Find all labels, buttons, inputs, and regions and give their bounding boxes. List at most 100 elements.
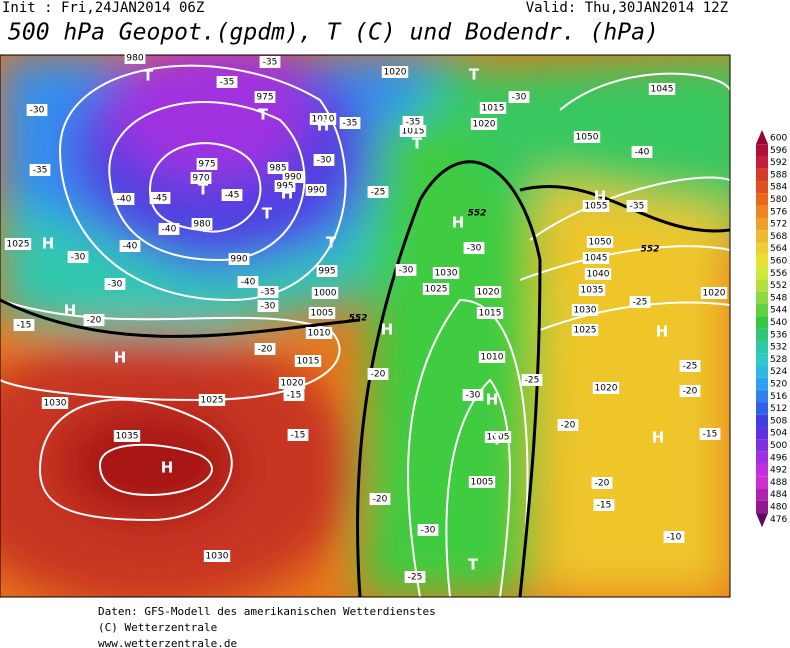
legend-label: 520 (770, 380, 787, 390)
temperature-label: -30 (399, 266, 414, 276)
pressure-label: 975 (256, 93, 273, 103)
temperature-label: -30 (317, 156, 332, 166)
temperature-label: -15 (597, 501, 612, 511)
label-box (417, 524, 439, 536)
legend-swatch (756, 500, 768, 514)
label-box (216, 76, 238, 88)
label-box (381, 66, 409, 78)
label-box (478, 351, 506, 363)
pressure-label: 1020 (281, 379, 304, 389)
label-box (29, 164, 51, 176)
legend-swatch (756, 328, 768, 341)
legend-label: 504 (770, 429, 787, 439)
temperature-label: -30 (512, 93, 527, 103)
label-box (369, 493, 391, 505)
footer-line: (C) Wetterzentrale (98, 621, 217, 634)
pressure-label: 1025 (201, 396, 224, 406)
label-box (26, 104, 48, 116)
temperature-label: -40 (162, 225, 177, 235)
pressure-label: 1025 (574, 326, 597, 336)
label-box (254, 343, 276, 355)
temperature-label: -35 (263, 58, 278, 68)
high-marker: H (656, 323, 669, 341)
temperature-label: -30 (30, 106, 45, 116)
legend-label: 556 (770, 269, 787, 279)
legend-swatch (756, 193, 768, 206)
legend-swatch (756, 427, 768, 440)
legend-swatch (756, 439, 768, 452)
low-marker: T (412, 135, 423, 153)
label-box (679, 385, 701, 397)
temperature-label: -35 (630, 202, 645, 212)
legend-swatch (756, 414, 768, 428)
legend-label: 536 (770, 330, 787, 340)
high-marker: H (161, 459, 174, 477)
high-marker: H (64, 302, 77, 320)
label-box (700, 287, 728, 299)
pressure-label: 1000 (314, 289, 337, 299)
legend-label: 476 (770, 515, 787, 525)
temperature-label: -20 (373, 495, 388, 505)
temperature-label: -15 (287, 391, 302, 401)
legend-swatch (756, 181, 768, 194)
legend-swatch (756, 316, 768, 329)
label-box (257, 286, 279, 298)
legend-swatch (756, 156, 768, 169)
temperature-label: -25 (683, 362, 698, 372)
label-box (274, 180, 296, 192)
pressure-label: 1015 (482, 104, 505, 114)
label-box (557, 419, 579, 431)
high-marker: H (652, 429, 665, 447)
label-box (470, 118, 498, 130)
legend-label: 492 (770, 466, 787, 476)
high-marker: H (114, 349, 127, 367)
legend-swatch (756, 377, 768, 391)
contour-label: 552 (641, 245, 660, 255)
high-marker: H (381, 321, 394, 339)
label-box (626, 200, 648, 212)
label-box (508, 91, 530, 103)
label-box (257, 300, 279, 312)
label-box (309, 113, 337, 125)
label-box (305, 184, 327, 196)
pressure-label: 1025 (425, 285, 448, 295)
pressure-label: 1010 (308, 329, 331, 339)
legend-swatch (756, 144, 768, 157)
high-marker: H (452, 214, 465, 232)
legend-label: 564 (770, 244, 787, 254)
legend-label: 532 (770, 343, 787, 353)
temperature-label: -35 (220, 78, 235, 88)
legend-label: 528 (770, 355, 787, 365)
label-box (586, 236, 614, 248)
label-box (474, 286, 502, 298)
pressure-label: 990 (284, 173, 301, 183)
pressure-label: 1030 (44, 399, 67, 409)
temperature-label: -20 (87, 316, 102, 326)
label-box (578, 284, 606, 296)
label-box (462, 389, 484, 401)
legend-label: 592 (770, 158, 787, 168)
pressure-label: 1030 (435, 269, 458, 279)
legend-label: 544 (770, 306, 787, 316)
temperature-label: -30 (467, 244, 482, 254)
temperature-label: -20 (371, 370, 386, 380)
pressure-label: 1005 (471, 478, 494, 488)
label-box (13, 319, 35, 331)
high-marker: H (594, 188, 607, 206)
label-box (593, 499, 615, 511)
label-box (294, 355, 322, 367)
pressure-label: 980 (193, 220, 210, 230)
legend-swatch (756, 254, 768, 268)
label-box (316, 265, 338, 277)
label-box (237, 276, 259, 288)
label-box (422, 283, 450, 295)
temperature-label: -35 (33, 166, 48, 176)
pressure-label: 1020 (473, 120, 496, 130)
label-box (287, 429, 309, 441)
temperature-label: -45 (225, 191, 240, 201)
footer-line: Daten: GFS-Modell des amerikanischen Wet… (98, 605, 436, 618)
legend-label: 512 (770, 404, 787, 414)
legend-label: 576 (770, 207, 787, 217)
map-field (0, 55, 730, 597)
pressure-label: 1020 (595, 384, 618, 394)
